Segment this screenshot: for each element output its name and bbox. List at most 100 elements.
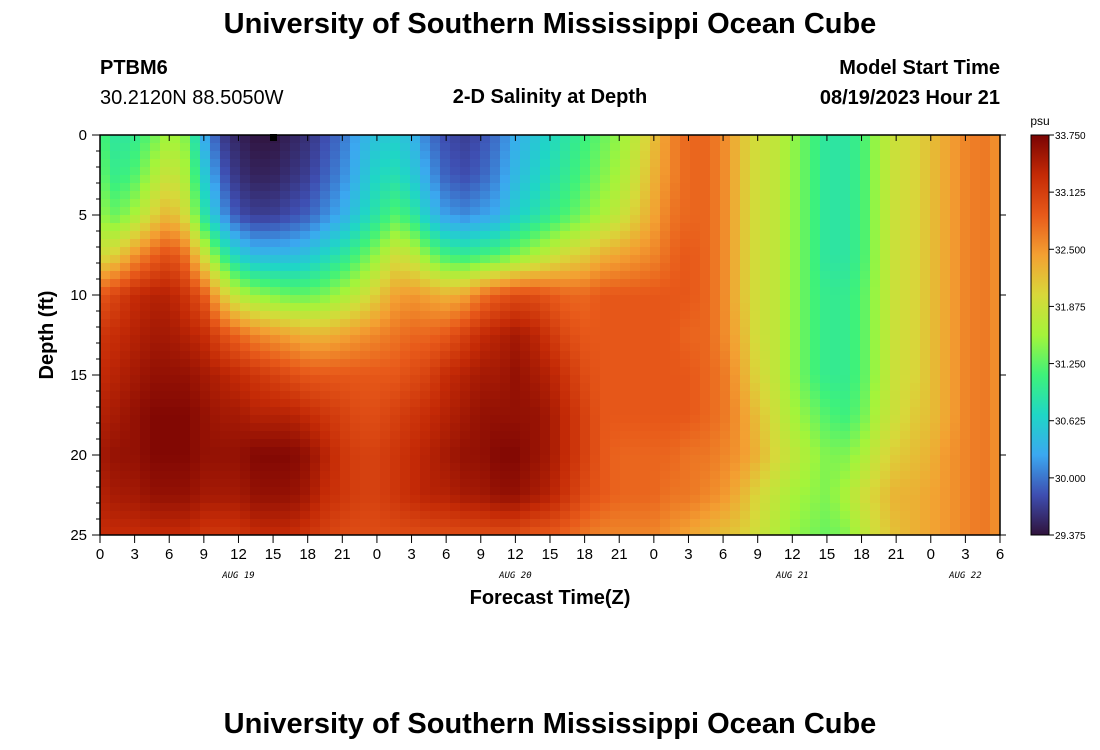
heatmap-cell — [660, 255, 671, 264]
heatmap-cell — [600, 327, 611, 336]
heatmap-cell — [680, 311, 691, 320]
heatmap-cell — [370, 479, 381, 488]
heatmap-cell — [140, 151, 151, 160]
heatmap-cell — [630, 495, 641, 504]
heatmap-cell — [600, 463, 611, 472]
day-labels: AUG 19 AUG 20 AUG 21 AUG 22 — [221, 571, 981, 581]
heatmap-cell — [110, 479, 121, 488]
heatmap-cell — [600, 183, 611, 192]
heatmap-cell — [860, 303, 871, 312]
heatmap-cell — [190, 407, 201, 416]
heatmap-cell — [940, 215, 951, 224]
heatmap-cell — [980, 223, 991, 232]
heatmap-cell — [590, 511, 601, 520]
heatmap-cell — [610, 375, 621, 384]
heatmap-cell — [900, 159, 911, 168]
heatmap-cell — [530, 247, 541, 256]
heatmap-cell — [580, 439, 591, 448]
heatmap-cell — [730, 239, 741, 248]
heatmap-cell — [470, 495, 481, 504]
heatmap-cell — [100, 191, 111, 200]
heatmap-cell — [760, 263, 771, 272]
heatmap-cell — [420, 151, 431, 160]
heatmap-cell — [570, 391, 581, 400]
heatmap-cell — [650, 351, 661, 360]
heatmap-cell — [350, 391, 361, 400]
heatmap-cell — [580, 463, 591, 472]
heatmap-cell — [110, 199, 121, 208]
heatmap-cell — [440, 383, 451, 392]
heatmap-cell — [280, 375, 291, 384]
heatmap-cell — [290, 487, 301, 496]
heatmap-cell — [890, 479, 901, 488]
heatmap-cell — [440, 367, 451, 376]
heatmap-cell — [690, 423, 701, 432]
heatmap-cell — [400, 183, 411, 192]
heatmap-cell — [230, 519, 241, 528]
heatmap-cell — [300, 519, 311, 528]
heatmap-cell — [520, 223, 531, 232]
heatmap-cell — [110, 319, 121, 328]
heatmap-cell — [510, 343, 521, 352]
heatmap-cell — [990, 191, 1000, 200]
heatmap-cell — [550, 135, 561, 144]
heatmap-cell — [950, 439, 961, 448]
heatmap-cell — [910, 255, 921, 264]
heatmap-cell — [860, 295, 871, 304]
heatmap-cell — [570, 223, 581, 232]
heatmap-cell — [600, 239, 611, 248]
heatmap-cell — [190, 495, 201, 504]
heatmap-cell — [780, 343, 791, 352]
heatmap-cell — [130, 319, 141, 328]
heatmap-cell — [390, 343, 401, 352]
heatmap-cell — [650, 367, 661, 376]
heatmap-cell — [480, 527, 491, 535]
heatmap-cell — [930, 335, 941, 344]
heatmap-cell — [930, 375, 941, 384]
heatmap-cell — [900, 167, 911, 176]
heatmap-cell — [920, 519, 931, 528]
heatmap-cell — [400, 439, 411, 448]
heatmap-cell — [260, 175, 271, 184]
heatmap-cell — [650, 479, 661, 488]
heatmap-cell — [450, 151, 461, 160]
heatmap-cell — [650, 183, 661, 192]
heatmap-cell — [200, 191, 211, 200]
heatmap-cell — [840, 439, 851, 448]
heatmap-cell — [500, 527, 511, 535]
heatmap-cell — [800, 439, 811, 448]
heatmap-cell — [410, 407, 421, 416]
heatmap-cell — [230, 495, 241, 504]
heatmap-cell — [930, 383, 941, 392]
heatmap-cell — [260, 271, 271, 280]
heatmap-cell — [190, 191, 201, 200]
heatmap-cell — [780, 319, 791, 328]
heatmap-cell — [220, 343, 231, 352]
heatmap-cell — [570, 327, 581, 336]
heatmap-cell — [420, 215, 431, 224]
heatmap-cell — [580, 343, 591, 352]
y-tick-label: 5 — [79, 207, 87, 224]
heatmap-cell — [630, 423, 641, 432]
heatmap-cell — [770, 375, 781, 384]
heatmap-cell — [460, 215, 471, 224]
heatmap-cell — [290, 255, 301, 264]
heatmap-cell — [440, 231, 451, 240]
heatmap-cell — [110, 271, 121, 280]
heatmap-cell — [160, 143, 171, 152]
heatmap-cell — [400, 447, 411, 456]
heatmap-cell — [350, 439, 361, 448]
heatmap-cell — [430, 391, 441, 400]
heatmap-cell — [190, 231, 201, 240]
heatmap-cell — [850, 375, 861, 384]
heatmap-cell — [120, 303, 131, 312]
heatmap-cell — [970, 175, 981, 184]
heatmap-cell — [870, 255, 881, 264]
heatmap-cell — [430, 367, 441, 376]
heatmap-cell — [910, 175, 921, 184]
heatmap-cell — [990, 423, 1000, 432]
heatmap-cell — [590, 447, 601, 456]
heatmap-cell — [610, 447, 621, 456]
heatmap-cell — [280, 295, 291, 304]
heatmap-cell — [120, 255, 131, 264]
